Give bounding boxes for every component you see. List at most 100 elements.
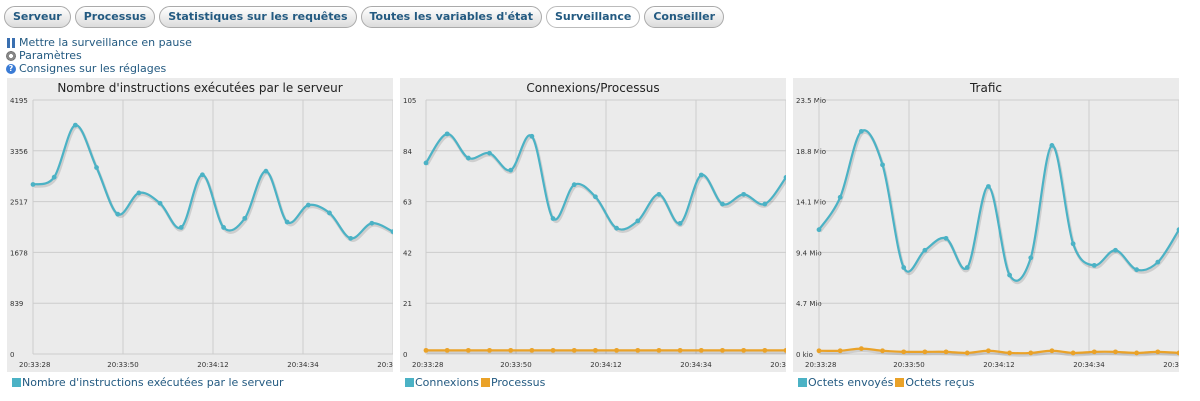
y-tick-label: 9.4 Mio [796, 249, 822, 257]
data-point [858, 128, 864, 134]
legend-label: Connexions [415, 376, 479, 389]
chart-background [400, 78, 786, 372]
data-point [1134, 267, 1140, 273]
legend-swatch [798, 378, 807, 387]
x-tick-label: 20:34:34 [287, 361, 319, 369]
data-point [837, 348, 843, 354]
legend-swatch [480, 378, 490, 387]
y-tick-label: 1678 [10, 249, 28, 257]
data-point [816, 348, 822, 354]
chart-instructions: Nombre d'instructions exécutées par le s… [7, 78, 393, 372]
chart-title: Trafic [969, 81, 1002, 95]
x-tick-label: 20:34:12 [983, 361, 1014, 369]
x-tick-label: 20:33:50 [500, 361, 531, 369]
data-point [508, 347, 514, 353]
data-point [964, 265, 970, 270]
y-tick-label: 4195 [10, 97, 28, 105]
data-point [369, 220, 375, 226]
data-point [1028, 350, 1034, 356]
x-tick-label: 20:34:56 [1163, 361, 1179, 369]
settings-label: Paramètres [19, 49, 82, 62]
data-point [157, 200, 163, 206]
data-point [943, 349, 949, 355]
data-point [263, 168, 269, 174]
data-point [677, 220, 683, 226]
data-point [783, 175, 786, 180]
x-tick-label: 20:33:50 [107, 361, 138, 369]
data-point [837, 194, 843, 200]
data-point [593, 194, 598, 200]
chart-background [7, 78, 393, 372]
data-point [614, 225, 619, 231]
chart-title: Nombre d'instructions exécutées par le s… [57, 81, 342, 95]
pause-monitoring-link[interactable]: Mettre la surveillance en pause [6, 36, 192, 49]
data-point [571, 347, 577, 353]
data-point [242, 215, 248, 221]
data-point [635, 347, 641, 353]
tab-conseiller[interactable]: Conseiller [644, 6, 725, 28]
chart-background [793, 78, 1179, 372]
chart-trafic: Trafic 23.5 Mio 18.8 Mio 14.1 Mio 9.4 Mio 4.7… [793, 78, 1179, 372]
y-tick-label: 21 [403, 300, 412, 308]
legend-trafic: Octets envoyés Octets reçus [798, 376, 974, 389]
data-point [550, 347, 556, 353]
data-point [943, 235, 949, 241]
data-point [720, 201, 725, 207]
legend-connexions: Connexions Processus [405, 376, 545, 389]
data-point [327, 210, 332, 216]
y-tick-label: 0 [10, 351, 14, 359]
data-point [1028, 255, 1034, 261]
instructions-link[interactable]: ? Consignes sur les réglages [6, 62, 192, 75]
data-point [348, 235, 354, 241]
data-point [51, 174, 57, 180]
data-point [508, 167, 514, 173]
data-point [200, 172, 205, 178]
x-tick-label: 20:33:50 [893, 361, 924, 369]
legend-label: Processus [490, 376, 546, 389]
tab-surveillance[interactable]: Surveillance [546, 6, 641, 28]
x-tick-label: 20:34:56 [770, 361, 786, 369]
data-point [593, 347, 598, 353]
data-point [423, 160, 429, 166]
data-point [762, 201, 768, 207]
y-tick-label: 4.7 Mio [796, 300, 822, 308]
data-point [1070, 241, 1076, 247]
y-tick-label: 0 kio [796, 351, 813, 359]
legend-instructions: Nombre d'instructions exécutées par le s… [12, 376, 284, 389]
y-tick-label: 0 [403, 351, 407, 359]
legend-swatch [405, 378, 414, 387]
tab-serveur[interactable]: Serveur [4, 6, 71, 28]
data-point [115, 211, 121, 217]
x-tick-label: 20:33:28 [412, 361, 443, 369]
tab-statistiques-requetes[interactable]: Statistiques sur les requêtes [159, 6, 357, 28]
data-point [1091, 349, 1097, 355]
tab-variables-etat[interactable]: Toutes les variables d'état [360, 6, 542, 28]
data-point [72, 122, 78, 128]
data-point [30, 182, 36, 187]
data-point [986, 184, 991, 189]
data-point [1176, 227, 1179, 233]
data-point [284, 219, 290, 225]
legend-swatch [895, 378, 905, 387]
data-point [614, 347, 619, 353]
gear-icon [6, 50, 16, 61]
data-point [986, 348, 991, 354]
data-point [698, 172, 704, 178]
data-point [964, 350, 970, 356]
data-point [762, 347, 768, 353]
chart-panel-instructions: Nombre d'instructions exécutées par le s… [7, 78, 393, 372]
y-tick-label: 23.5 Mio [796, 97, 826, 105]
settings-link[interactable]: Paramètres [6, 49, 192, 62]
data-point [698, 347, 704, 353]
pause-icon [6, 37, 16, 48]
tab-processus[interactable]: Processus [74, 6, 156, 28]
help-icon: ? [6, 63, 16, 74]
data-point [1155, 259, 1161, 265]
legend-label: Octets envoyés [808, 376, 894, 389]
monitor-links: Mettre la surveillance en pause Paramètr… [6, 36, 192, 75]
y-tick-label: 839 [10, 300, 23, 308]
chart-connexions: Connexions/Processus 105 84 63 42 21 0 20:33:28… [400, 78, 786, 372]
data-point [656, 191, 662, 197]
x-tick-label: 20:33:28 [19, 361, 50, 369]
x-tick-label: 20:34:56 [377, 361, 393, 369]
